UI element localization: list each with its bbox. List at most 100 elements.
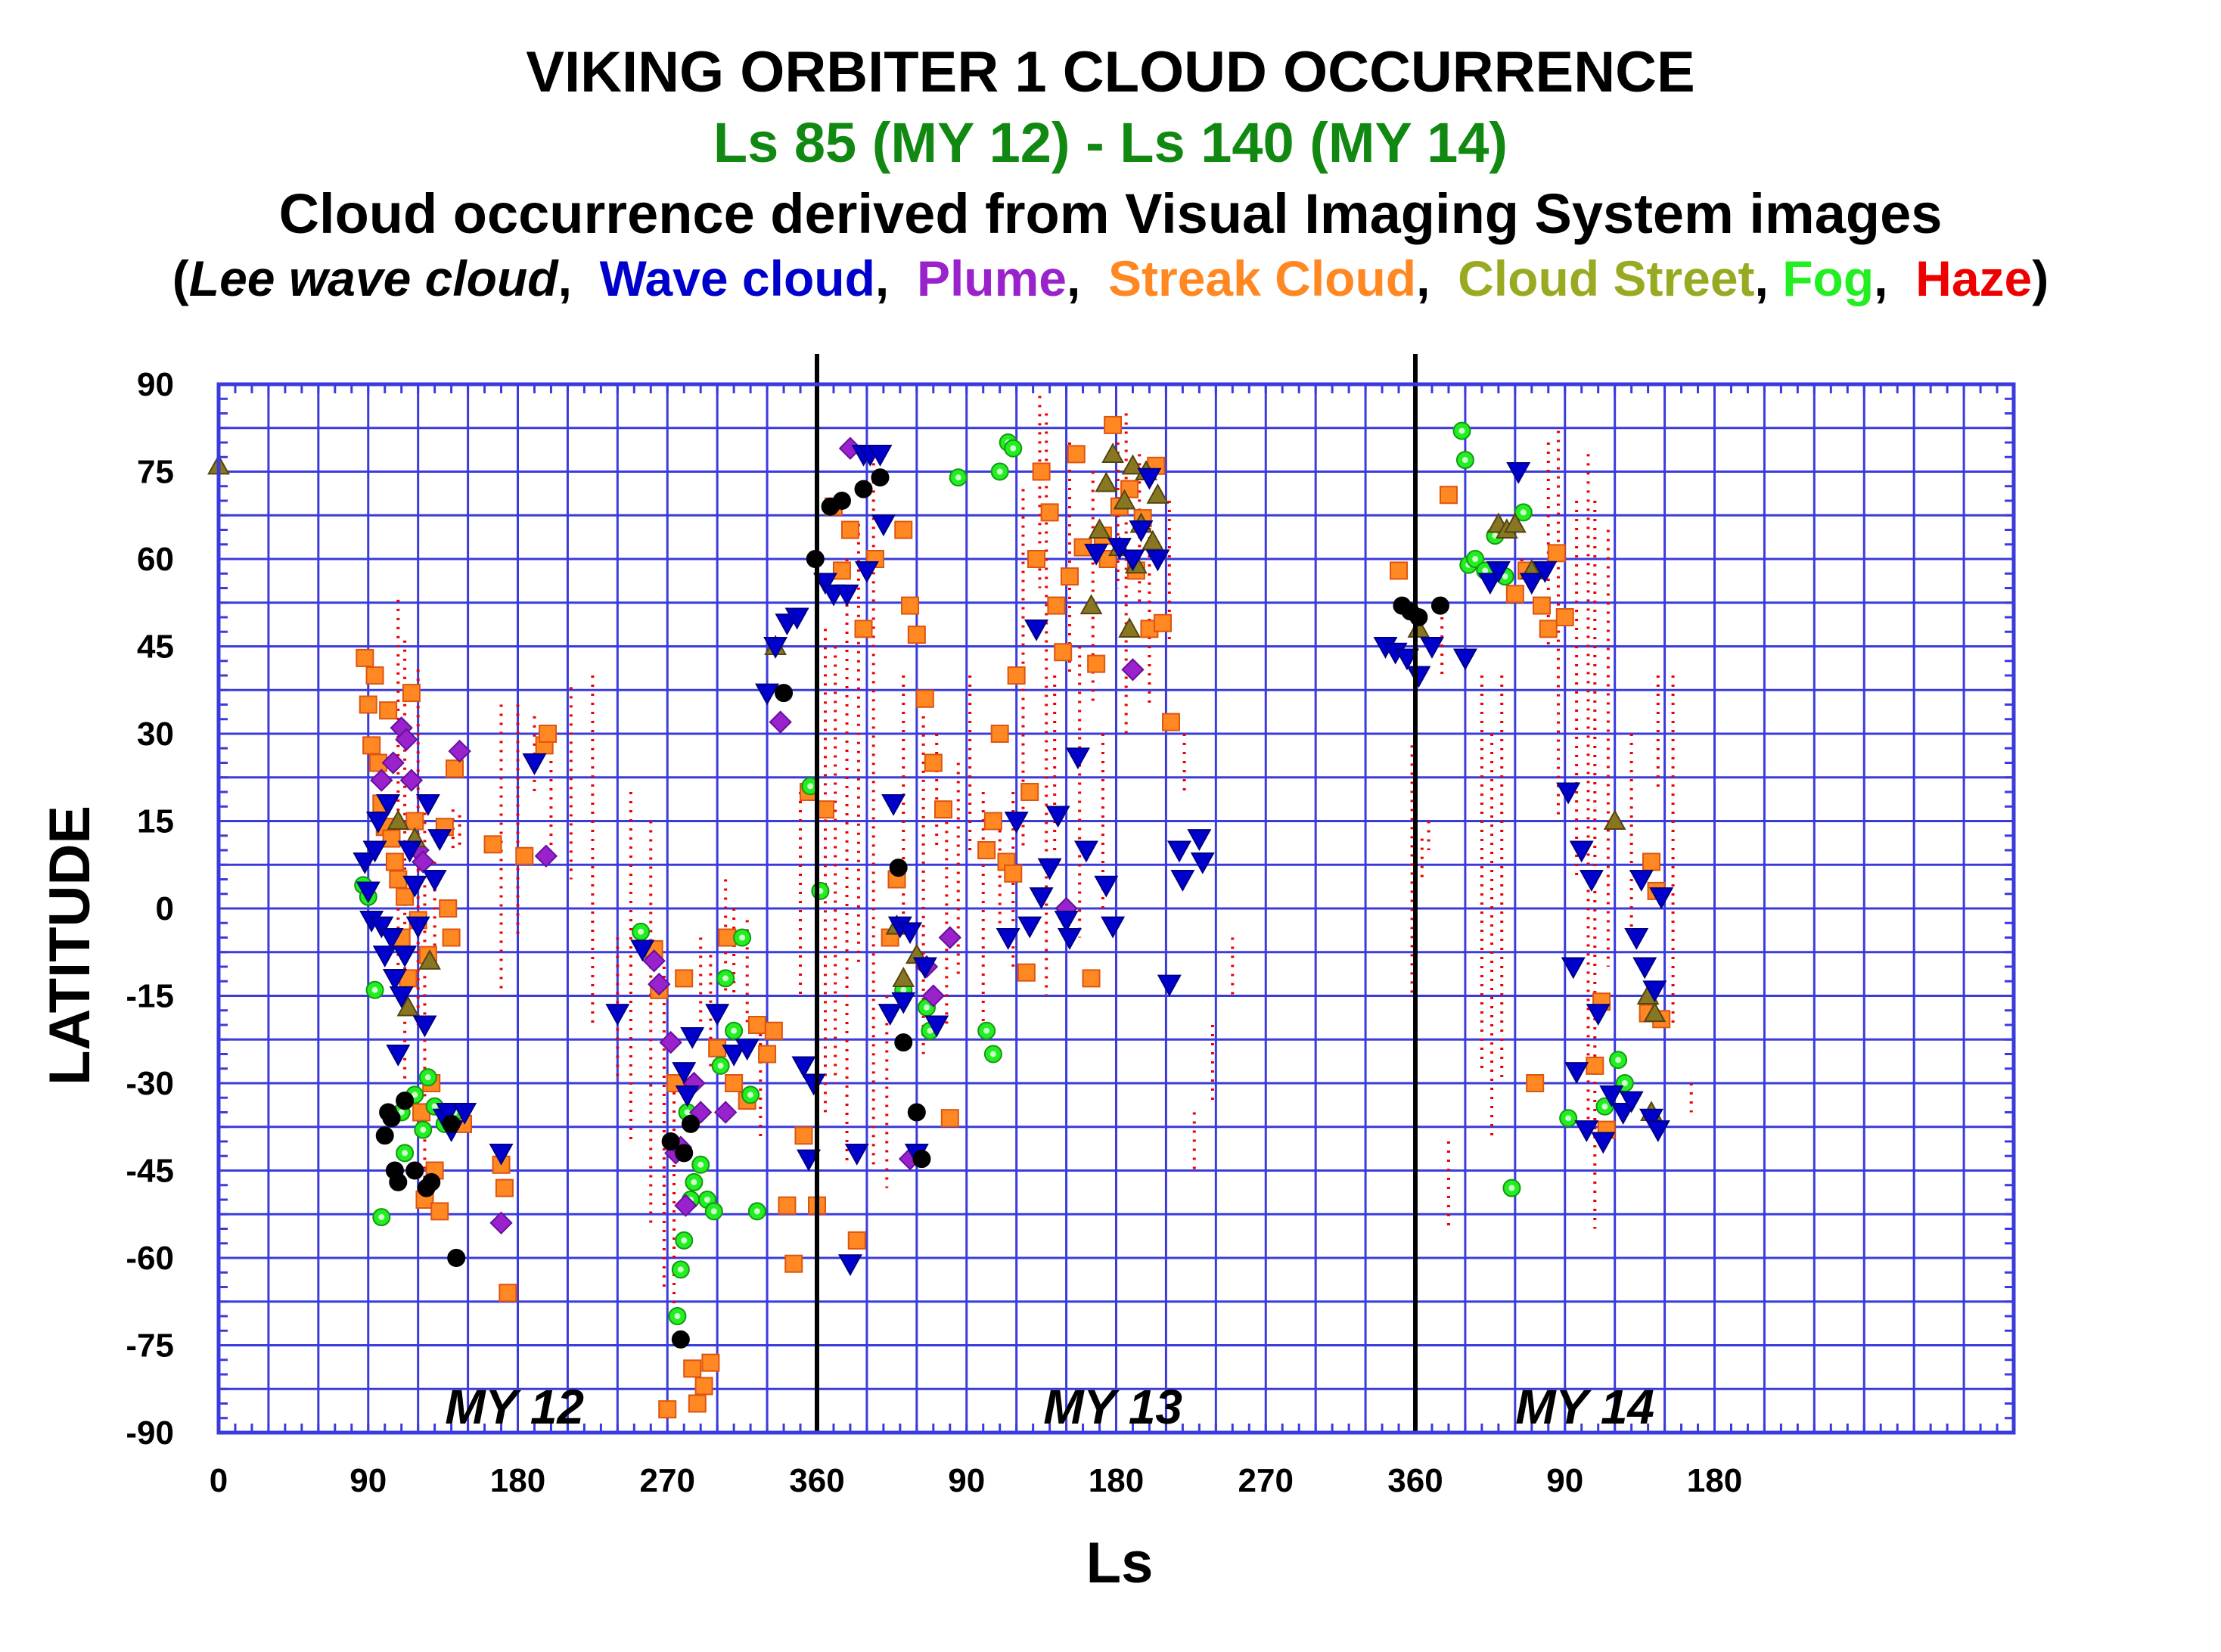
fog-center: [1601, 1103, 1608, 1110]
fog-point: [711, 1056, 730, 1075]
fog-center: [983, 1027, 990, 1034]
streak-cloud-point: [389, 870, 408, 889]
fog-center: [431, 1103, 438, 1110]
streak-cloud-point: [1162, 713, 1181, 731]
x-tick-label: 90: [349, 1462, 387, 1499]
streak-cloud-point: [990, 725, 1009, 743]
streak-cloud-point: [439, 899, 458, 918]
y-tick-label: 60: [137, 541, 174, 578]
plume-point: [448, 739, 471, 763]
wave-cloud-point: [1564, 1062, 1589, 1084]
wave-cloud-point: [522, 753, 547, 775]
year-label: MY 12: [445, 1380, 584, 1434]
wave-cloud-point: [1395, 648, 1420, 671]
streak-cloud-point: [694, 1377, 713, 1396]
wave-cloud-point: [362, 840, 387, 863]
plume-point: [489, 1211, 513, 1234]
legend-lee-wave-cloud: Lee wave cloud: [188, 250, 558, 306]
plume-point: [1121, 658, 1145, 682]
fog-center: [996, 468, 1003, 475]
wave-cloud-point: [844, 1143, 869, 1166]
wave-cloud-point: [834, 584, 859, 607]
wave-cloud-point: [763, 637, 788, 659]
wave-cloud-point: [1084, 543, 1109, 566]
fog-point: [1455, 451, 1474, 470]
lee-wave-cloud-point: [912, 1150, 931, 1169]
plume-point: [659, 1030, 682, 1054]
streak-cloud-point: [1390, 561, 1409, 580]
fog-point: [418, 1068, 437, 1087]
fog-center: [1010, 445, 1017, 452]
streak-cloud-point: [924, 753, 943, 772]
fog-point: [685, 1172, 704, 1191]
wave-cloud-point: [675, 1085, 700, 1107]
streak-cloud-point: [1007, 666, 1026, 685]
wave-cloud-point: [402, 875, 427, 898]
wave-cloud-point: [427, 829, 452, 851]
streak-cloud-point: [778, 1196, 797, 1215]
streak-cloud-point: [1505, 585, 1524, 604]
y-tick-label: -30: [126, 1065, 174, 1102]
streak-cloud-point: [359, 695, 377, 714]
cloud-street-point: [1643, 1001, 1667, 1023]
wave-cloud-point: [891, 992, 916, 1014]
plume-point: [381, 751, 405, 775]
cloud-street-point: [418, 949, 441, 970]
wave-cloud-point: [1170, 870, 1195, 892]
cloud-street-point: [1079, 594, 1103, 615]
wave-cloud-point: [1157, 974, 1182, 997]
plume-point: [399, 769, 424, 792]
fog-center: [807, 783, 814, 790]
plume-point: [642, 949, 666, 973]
fog-point: [632, 922, 651, 941]
streak-cloud-point: [405, 812, 424, 831]
fog-center: [731, 1027, 738, 1034]
lee-wave-cloud-point: [1409, 608, 1428, 626]
streak-cloud-point: [1526, 1074, 1545, 1092]
streak-cloud-point: [764, 1021, 783, 1040]
legend-haze: Haze: [1915, 250, 2033, 306]
streak-cloud-point: [515, 846, 534, 865]
lee-wave-cloud-point: [871, 468, 890, 487]
streak-cloud-point: [983, 812, 1002, 831]
wave-cloud-point: [397, 840, 422, 863]
streak-cloud-point: [815, 800, 834, 819]
lee-wave-cloud-point: [682, 1114, 700, 1133]
wave-cloud-point: [1137, 467, 1162, 490]
cloud-street-point: [1095, 471, 1118, 492]
wave-cloud-point: [791, 1056, 816, 1079]
fog-center: [1615, 1057, 1622, 1064]
fog-center: [1520, 509, 1527, 516]
y-tick-label: -75: [126, 1328, 174, 1365]
cloud-street-point: [1118, 617, 1141, 638]
wave-cloud-point: [1057, 928, 1082, 950]
wave-cloud-point: [389, 986, 414, 1008]
wave-cloud-point: [489, 1143, 514, 1166]
x-tick-label: 90: [1546, 1462, 1583, 1499]
fog-point: [671, 1260, 690, 1279]
streak-cloud-point: [396, 887, 415, 906]
wave-cloud-point: [868, 444, 893, 467]
wave-cloud-point: [722, 1045, 747, 1067]
year-label: MY 13: [1043, 1380, 1182, 1434]
x-tick-label: 180: [490, 1462, 545, 1499]
chart-subtitle: Ls 85 (MY 12) - Ls 140 (MY 14): [713, 111, 1508, 174]
fog-center: [691, 1178, 697, 1185]
fog-center: [638, 928, 645, 935]
streak-cloud-point: [940, 1109, 959, 1128]
streak-cloud-point: [683, 1359, 702, 1378]
wave-cloud-point: [1024, 619, 1049, 641]
legend-plume: Plume: [916, 250, 1067, 306]
fog-point: [414, 1120, 433, 1139]
cloud-street-point: [1101, 442, 1125, 463]
fog-center: [704, 1197, 710, 1203]
plume-point: [713, 1101, 738, 1124]
fog-center: [677, 1266, 684, 1273]
streak-cloud-point: [977, 841, 996, 859]
streak-cloud-point: [901, 596, 920, 615]
streak-cloud-point: [1060, 567, 1079, 586]
wave-cloud-point: [1556, 782, 1581, 805]
grid: [217, 383, 2015, 1434]
lee-wave-cloud-point: [889, 859, 908, 877]
streak-cloud-point: [708, 1039, 727, 1057]
